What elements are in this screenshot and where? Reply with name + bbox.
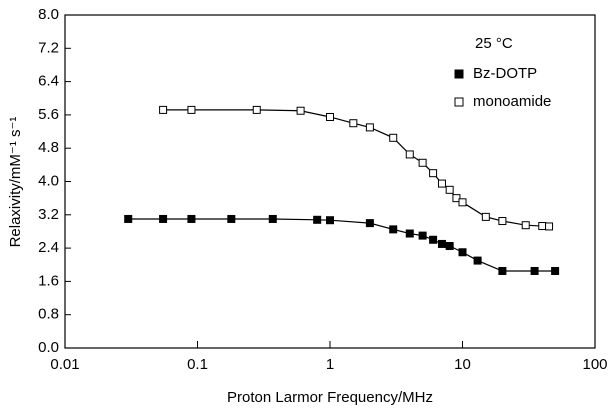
marker <box>429 235 438 244</box>
y-axis-label: Relaxivity/mM⁻¹ s⁻¹ <box>7 117 24 248</box>
marker <box>551 266 560 275</box>
marker <box>530 266 539 275</box>
marker <box>437 239 446 248</box>
marker <box>481 212 490 221</box>
marker <box>187 105 196 114</box>
marker <box>159 105 168 114</box>
marker <box>452 194 461 203</box>
marker <box>252 105 261 114</box>
marker <box>159 214 168 223</box>
x-tick-label: 0.01 <box>50 356 79 373</box>
marker <box>498 217 507 226</box>
marker <box>313 215 322 224</box>
y-tick-label: 8.0 <box>38 6 59 23</box>
marker <box>473 256 482 265</box>
marker <box>365 123 374 132</box>
y-tick-label: 1.6 <box>38 272 59 289</box>
marker <box>296 106 305 115</box>
marker <box>458 248 467 257</box>
legend-marker <box>454 97 464 107</box>
marker <box>326 216 334 225</box>
y-tick-label: 0.8 <box>38 306 59 323</box>
legend-label: monoamide <box>473 93 551 110</box>
marker <box>498 266 507 275</box>
x-tick-label: 100 <box>582 356 607 373</box>
marker <box>521 221 530 230</box>
x-axis-label: Proton Larmor Frequency/MHz <box>227 389 433 406</box>
marker <box>268 214 277 223</box>
legend-marker <box>454 69 464 79</box>
marker <box>418 158 427 167</box>
y-tick-label: 4.0 <box>38 172 59 189</box>
marker <box>389 133 398 142</box>
marker <box>445 185 454 194</box>
marker <box>326 112 334 121</box>
x-tick-label: 10 <box>454 356 471 373</box>
marker <box>458 198 467 207</box>
y-tick-label: 2.4 <box>38 239 59 256</box>
marker <box>418 231 427 240</box>
y-tick-label: 4.8 <box>38 139 59 156</box>
marker <box>227 214 236 223</box>
marker <box>405 150 414 159</box>
marker <box>545 222 554 231</box>
legend-label: Bz-DOTP <box>473 65 537 82</box>
y-tick-label: 3.2 <box>38 206 59 223</box>
fit-line <box>128 218 556 272</box>
marker <box>365 219 374 228</box>
y-tick-label: 5.6 <box>38 106 59 123</box>
marker <box>405 229 414 238</box>
marker <box>349 119 358 128</box>
x-tick-label: 0.1 <box>187 356 208 373</box>
marker <box>429 169 438 178</box>
fit-line <box>163 109 550 228</box>
marker <box>124 214 133 223</box>
marker <box>389 225 398 234</box>
y-tick-label: 0.0 <box>38 339 59 356</box>
marker <box>437 179 446 188</box>
marker <box>187 214 196 223</box>
marker <box>538 222 547 231</box>
y-tick-label: 6.4 <box>38 73 59 90</box>
x-tick-label: 1 <box>326 356 334 373</box>
marker <box>445 242 454 251</box>
annotation: 25 °C <box>475 35 513 52</box>
y-tick-label: 7.2 <box>38 39 59 56</box>
